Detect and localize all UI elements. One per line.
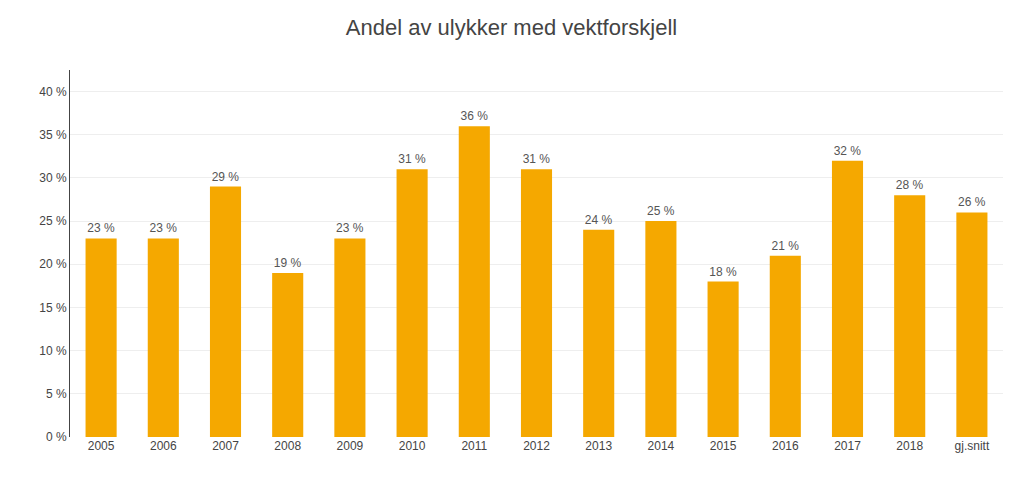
svg-text:2018: 2018 [896, 439, 923, 453]
svg-text:36 %: 36 % [460, 109, 488, 123]
svg-text:35 %: 35 % [39, 128, 67, 142]
svg-text:31 %: 31 % [398, 152, 426, 166]
svg-text:18 %: 18 % [709, 265, 737, 279]
svg-text:23 %: 23 % [149, 221, 177, 235]
svg-text:10 %: 10 % [39, 344, 67, 358]
svg-text:2013: 2013 [585, 439, 612, 453]
svg-text:2014: 2014 [648, 439, 675, 453]
svg-text:2016: 2016 [772, 439, 799, 453]
svg-text:25 %: 25 % [39, 214, 67, 228]
svg-text:5 %: 5 % [46, 387, 67, 401]
svg-text:2008: 2008 [274, 439, 301, 453]
svg-text:23 %: 23 % [336, 221, 364, 235]
svg-text:2010: 2010 [399, 439, 426, 453]
svg-text:40 %: 40 % [39, 85, 67, 99]
svg-text:23 %: 23 % [87, 221, 115, 235]
svg-text:Andel av ulykker med vektforsk: Andel av ulykker med vektforskjell [346, 15, 677, 40]
svg-text:2006: 2006 [150, 439, 177, 453]
svg-text:2012: 2012 [523, 439, 550, 453]
svg-text:28 %: 28 % [896, 178, 924, 192]
svg-text:32 %: 32 % [834, 144, 862, 158]
svg-text:gj.snitt: gj.snitt [955, 439, 990, 453]
svg-text:29 %: 29 % [212, 170, 240, 184]
svg-text:2015: 2015 [710, 439, 737, 453]
svg-text:2017: 2017 [834, 439, 861, 453]
svg-text:24 %: 24 % [585, 213, 613, 227]
svg-text:21 %: 21 % [771, 239, 799, 253]
svg-text:2007: 2007 [212, 439, 239, 453]
svg-text:25 %: 25 % [647, 204, 675, 218]
svg-text:19 %: 19 % [274, 256, 302, 270]
svg-text:2009: 2009 [337, 439, 364, 453]
svg-text:2011: 2011 [461, 439, 487, 453]
svg-text:0 %: 0 % [46, 430, 67, 444]
svg-text:15 %: 15 % [39, 301, 67, 315]
svg-text:30 %: 30 % [39, 171, 67, 185]
svg-text:2005: 2005 [88, 439, 115, 453]
svg-text:20 %: 20 % [39, 257, 67, 271]
svg-text:31 %: 31 % [523, 152, 551, 166]
svg-text:26 %: 26 % [958, 195, 986, 209]
